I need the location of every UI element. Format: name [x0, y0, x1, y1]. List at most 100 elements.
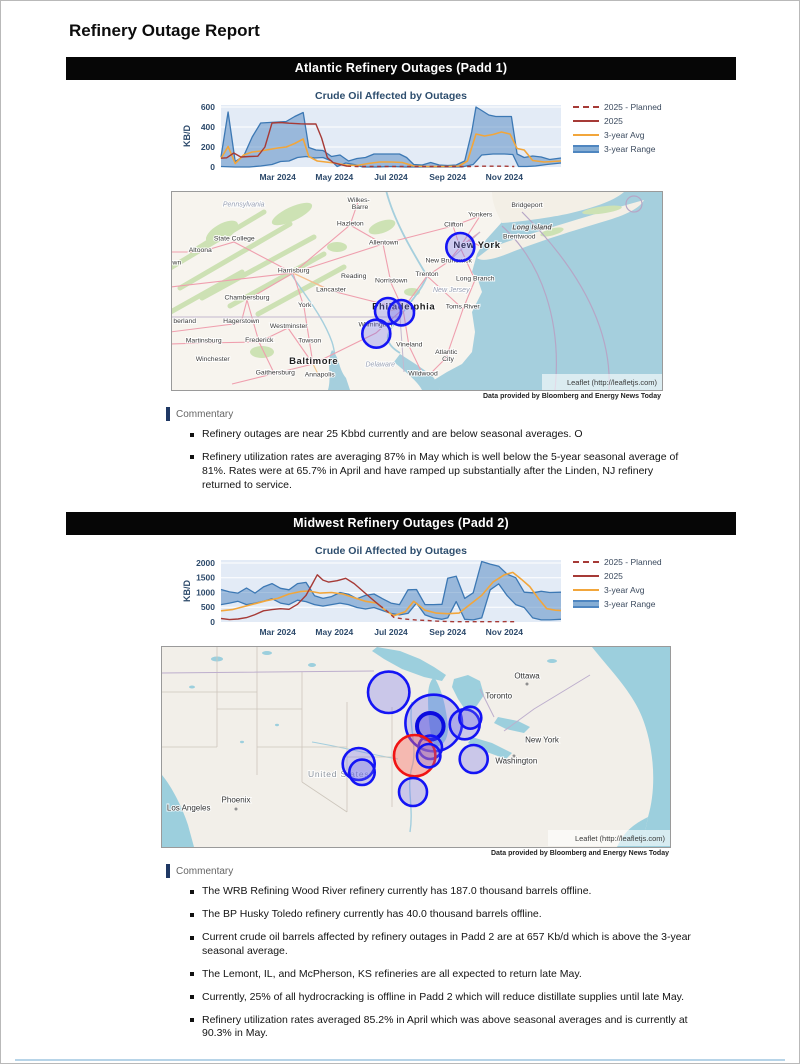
forest-ridges: [172, 209, 347, 317]
svg-text:May 2024: May 2024: [315, 172, 353, 182]
legend-swatch-band: [573, 145, 599, 153]
refinery-outage-marker-blue[interactable]: [444, 231, 476, 263]
legend-label: 2025: [604, 116, 623, 126]
commentary-label: Commentary: [176, 408, 234, 420]
commentary-bar: [166, 864, 170, 879]
map-label: Delaware: [366, 361, 396, 368]
legend-item-planned: 2025 - Planned: [573, 102, 662, 112]
legend-item-2025: 2025: [573, 116, 662, 126]
svg-text:400: 400: [201, 122, 215, 132]
svg-text:Jul 2024: Jul 2024: [374, 172, 408, 182]
map-land: [162, 647, 670, 848]
map-label: Phoenix: [222, 796, 251, 805]
legend-label: 3-year Range: [604, 599, 656, 610]
commentary-label: Commentary: [176, 865, 234, 877]
series-3-year Avg: [220, 131, 562, 168]
map-label: Chambersburg: [225, 295, 270, 302]
legend-label: 2025 - Planned: [604, 557, 662, 568]
refinery-outage-marker-blue[interactable]: [348, 758, 377, 787]
legend-swatch-band: [573, 600, 599, 609]
refinery-outage-marker-blue[interactable]: [397, 777, 429, 808]
outage-map-padd1[interactable]: Pennsylvania Wilkes- Barre Hazleton State Co…: [171, 191, 663, 391]
commentary-bullet: Refinery utilization rates are averaging…: [189, 451, 694, 493]
leaflet-link[interactable]: Leaflet (http://leafletjs.com): [575, 834, 666, 843]
map-label: Hagerstown: [223, 318, 259, 325]
legend-label: 3-year Range: [604, 144, 656, 154]
svg-text:Nov 2024: Nov 2024: [486, 172, 524, 182]
map-label: United States: [308, 769, 369, 779]
legend-item-range: 3-year Range: [573, 144, 662, 154]
map-label: New York: [453, 240, 500, 251]
map-label: Los Angeles: [167, 804, 211, 813]
map-label: Wilkes-: [348, 197, 370, 204]
map-label: Towson: [298, 338, 321, 345]
map-label: own: [172, 260, 181, 267]
map-label: York: [298, 302, 312, 309]
map-label: Martinsburg: [186, 338, 222, 345]
lake-huron: [452, 675, 484, 712]
rivers: [311, 702, 415, 833]
crude-outages-chart-padd2: 0 500 1000 1500 2000 Mar 2024 May 2024 Jul 2024…: [182, 545, 562, 637]
map-label: Toronto: [485, 692, 512, 701]
leaflet-attribution: Leaflet (http://leafletjs.com): [542, 374, 662, 390]
map-label: Washington: [495, 757, 537, 766]
refinery-outage-marker-blue[interactable]: [361, 318, 392, 349]
map-label: New York: [525, 736, 560, 745]
commentary-header-padd2: Commentary: [166, 864, 799, 879]
commentary-bullet: Currently, 25% of all hydrocracking is o…: [189, 991, 694, 1005]
delaware-bay: [394, 354, 440, 390]
map-label: Frederick: [245, 337, 274, 344]
maritime-boundaries: [501, 195, 643, 390]
leaflet-attribution: Leaflet (http://leafletjs.com): [548, 830, 670, 847]
commentary-bullet: Refinery utilization rates averaged 85.2…: [189, 1014, 694, 1042]
svg-text:May 2024: May 2024: [315, 627, 353, 637]
chart-legend-padd2: 2025 - Planned 2025 3-year Avg 3-year Ra…: [573, 557, 662, 609]
legend-swatch-solid-line: [573, 575, 599, 578]
legend-item-range: 3-year Range: [573, 599, 662, 609]
series-2025: [220, 574, 381, 621]
map-label: Norristown: [375, 278, 408, 285]
range-band: [221, 561, 561, 621]
leaflet-link[interactable]: Leaflet (http://leafletjs.com): [567, 378, 658, 387]
rivers: [289, 192, 428, 390]
chart-block-padd2: 0 500 1000 1500 2000 Mar 2024 May 2024 Jul 2024…: [177, 543, 799, 640]
legend-label: 3-year Avg: [604, 585, 645, 596]
map-label: Ottawa: [514, 672, 540, 681]
svg-text:2000: 2000: [196, 558, 215, 568]
refinery-outage-marker-blue[interactable]: [415, 743, 442, 770]
refinery-outage-marker-blue[interactable]: [457, 705, 483, 731]
pacific-ocean: [162, 775, 194, 848]
svg-text:1000: 1000: [196, 588, 215, 598]
chart-title: Crude Oil Affected by Outages: [315, 90, 467, 102]
atlantic-ocean: [592, 647, 670, 848]
map-label: Clifton: [444, 221, 463, 228]
series-2025 - Planned: [379, 605, 515, 623]
series-2025: [220, 121, 348, 167]
legend-swatch-orange-line: [573, 589, 599, 592]
refinery-outage-marker-bold[interactable]: [414, 711, 446, 743]
refinery-outage-marker-blue[interactable]: [387, 298, 416, 327]
map-label: Lancaster: [316, 286, 347, 293]
map-label: Wilmington: [358, 321, 392, 328]
refinery-outage-marker-blue[interactable]: [366, 670, 411, 715]
commentary-bullet: The Lemont, IL, and McPherson, KS refine…: [189, 968, 694, 982]
svg-text:0: 0: [210, 617, 215, 627]
forest-patches: [205, 202, 420, 358]
map-label: New Jersey: [433, 287, 470, 294]
outage-markers: [341, 670, 490, 808]
map-label: Pennsylvania: [223, 201, 265, 208]
map-label: berland: [173, 318, 196, 325]
refinery-outage-marker-blue[interactable]: [458, 744, 490, 775]
refinery-outage-marker-blue[interactable]: [341, 747, 376, 782]
attribution-bg: [548, 830, 670, 847]
map-label: Winchester: [196, 356, 231, 363]
svg-text:Jul 2024: Jul 2024: [374, 627, 408, 637]
map-label: Baltimore: [289, 356, 338, 367]
commentary-list-padd1: Refinery outages are near 25 Kbbd curren…: [189, 428, 694, 492]
legend-swatch-solid-line: [573, 120, 599, 122]
svg-text:200: 200: [201, 142, 215, 152]
commentary-bullet: Current crude oil barrels affected by re…: [189, 931, 694, 959]
commentary-bullet: The WRB Refining Wood River refinery cur…: [189, 885, 694, 899]
outage-map-padd2[interactable]: Ottawa Toronto New York Washington United St…: [161, 646, 671, 849]
range-band: [221, 107, 561, 167]
